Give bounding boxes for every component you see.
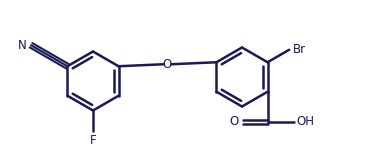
Text: O: O bbox=[229, 115, 239, 128]
Text: OH: OH bbox=[296, 115, 314, 128]
Text: Br: Br bbox=[293, 43, 306, 56]
Text: O: O bbox=[163, 58, 172, 71]
Text: N: N bbox=[18, 39, 27, 52]
Text: F: F bbox=[90, 133, 96, 146]
